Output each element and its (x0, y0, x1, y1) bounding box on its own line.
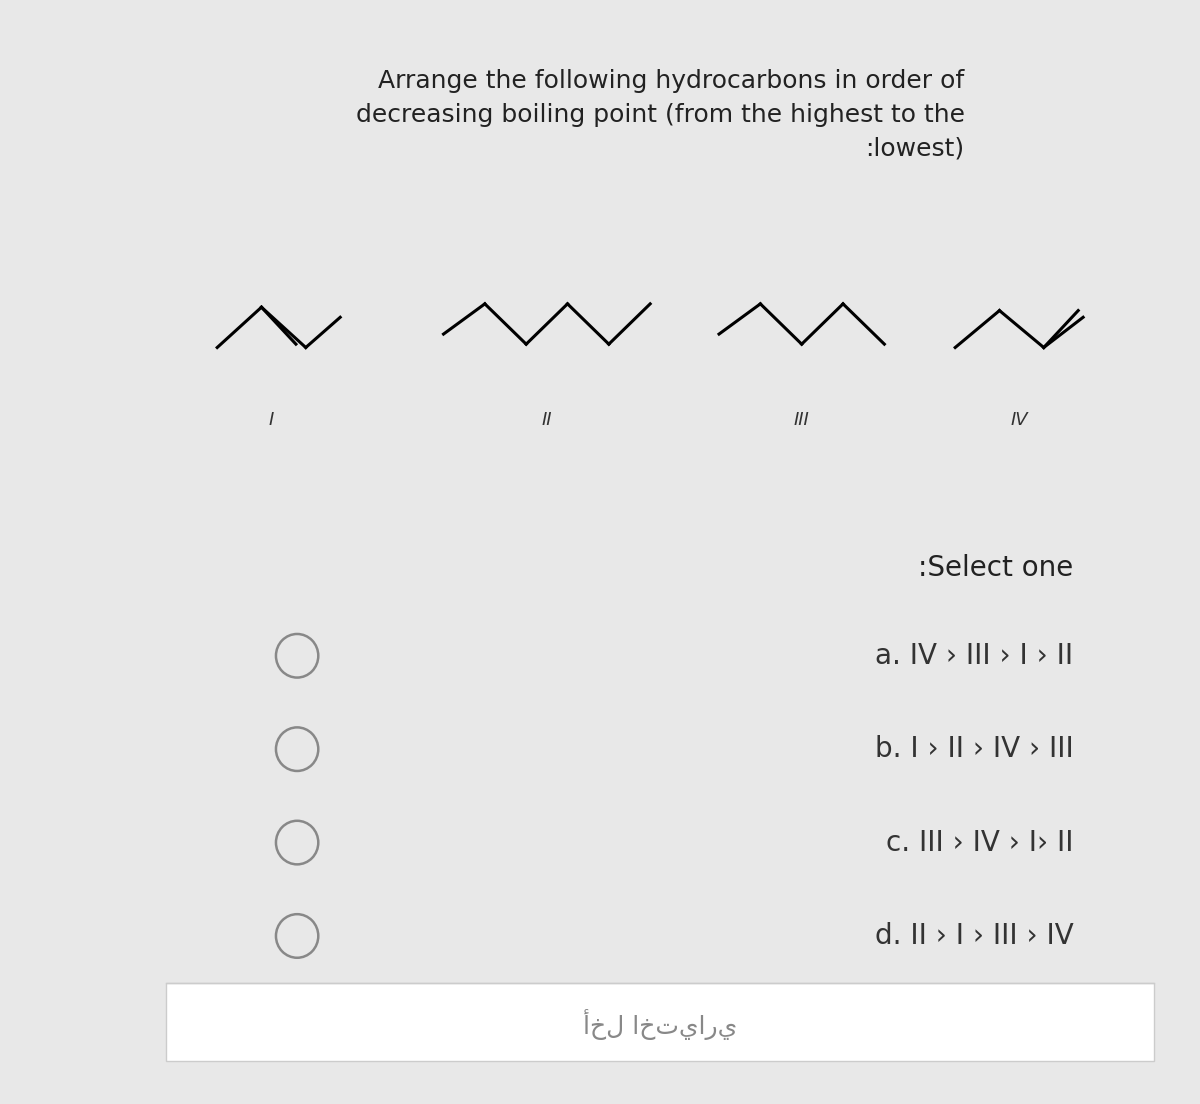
Text: Arrange the following hydrocarbons in order of
decreasing boiling point (from th: Arrange the following hydrocarbons in or… (355, 70, 965, 160)
Text: IV: IV (1010, 412, 1028, 429)
Text: :Select one: :Select one (918, 553, 1073, 582)
Text: d. II › I › III › IV: d. II › I › III › IV (875, 922, 1073, 949)
Text: a. IV › III › I › II: a. IV › III › I › II (875, 641, 1073, 670)
Text: b. I › II › IV › III: b. I › II › IV › III (875, 735, 1073, 763)
Text: I: I (269, 412, 274, 429)
Text: c. III › IV › I› II: c. III › IV › I› II (886, 829, 1073, 857)
Text: III: III (794, 412, 810, 429)
FancyBboxPatch shape (166, 983, 1154, 1061)
Text: II: II (541, 412, 552, 429)
Text: أخل اختياري: أخل اختياري (583, 1009, 737, 1040)
